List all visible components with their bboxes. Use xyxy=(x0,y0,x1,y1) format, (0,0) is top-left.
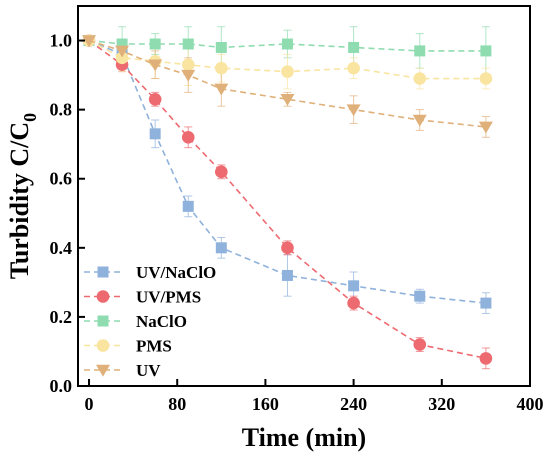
data-point xyxy=(149,38,161,50)
data-point xyxy=(215,165,228,179)
legend-marker xyxy=(96,364,110,377)
data-point xyxy=(414,290,426,302)
data-point xyxy=(116,38,128,50)
series-layer xyxy=(82,34,493,365)
data-point xyxy=(215,61,228,75)
x-tick-label: 400 xyxy=(517,394,544,414)
data-point xyxy=(215,41,227,53)
data-point xyxy=(480,45,492,57)
series-line xyxy=(88,39,486,80)
data-point xyxy=(478,121,493,134)
data-point xyxy=(281,269,293,281)
data-point xyxy=(347,61,360,75)
data-point xyxy=(82,35,97,48)
legend-marker xyxy=(96,290,110,303)
legend-marker xyxy=(97,315,109,327)
y-axis-title-main: Turbidity C/C xyxy=(5,122,34,279)
data-point xyxy=(115,51,129,65)
y-tick-label: 1.0 xyxy=(50,31,73,51)
series-uv xyxy=(82,35,493,134)
data-point xyxy=(182,38,194,50)
legend-marker xyxy=(96,339,110,352)
series-uv-pms xyxy=(82,34,493,365)
series-line xyxy=(88,39,487,360)
data-point xyxy=(480,297,492,309)
x-tick-label: 160 xyxy=(252,394,279,414)
legend: UV/NaClO UV/PMS NaClO PMS UV xyxy=(84,263,216,380)
x-axis-title: Time (min) xyxy=(242,423,366,452)
data-point xyxy=(181,58,195,72)
x-tick-label: 0 xyxy=(85,394,94,414)
data-point xyxy=(348,280,360,292)
data-point xyxy=(182,200,194,212)
x-tick-label: 80 xyxy=(168,394,186,414)
plot-frame xyxy=(77,5,531,387)
legend-item: PMS xyxy=(84,337,172,356)
legend-item: UV xyxy=(84,361,161,380)
legend-item: UV/NaClO xyxy=(84,263,216,282)
x-tick-label: 240 xyxy=(340,394,367,414)
x-tick-label: 320 xyxy=(428,394,455,414)
y-tick-label: 0.6 xyxy=(50,169,73,189)
data-point xyxy=(148,92,162,106)
data-point xyxy=(412,114,427,127)
data-point xyxy=(479,352,493,365)
legend-label: UV xyxy=(136,361,161,380)
data-point xyxy=(281,38,293,50)
data-point xyxy=(413,338,427,351)
data-point xyxy=(181,130,195,144)
legend-item: NaClO xyxy=(84,312,187,331)
legend-label: UV/NaClO xyxy=(136,263,216,282)
legend-item: UV/PMS xyxy=(84,288,201,307)
legend-marker xyxy=(97,266,109,278)
y-axis-title: Turbidity C/C0 xyxy=(5,113,40,279)
legend-label: NaClO xyxy=(136,312,187,331)
y-tick-label: 0.4 xyxy=(50,238,73,258)
data-point xyxy=(115,45,130,58)
data-point xyxy=(413,72,427,85)
y-axis-title-subscript: 0 xyxy=(20,113,40,122)
data-point xyxy=(414,45,426,57)
data-point xyxy=(280,94,295,106)
legend-label: UV/PMS xyxy=(136,288,201,307)
data-point xyxy=(479,72,493,85)
data-point xyxy=(346,104,361,117)
legend-label: PMS xyxy=(136,337,172,356)
data-point xyxy=(149,128,161,140)
y-tick-label: 0.2 xyxy=(50,307,73,327)
data-point xyxy=(348,41,360,53)
data-point xyxy=(281,241,294,255)
y-tick-label: 0.0 xyxy=(50,376,73,396)
data-point xyxy=(215,242,227,254)
tick-layer: 0 80 160 240 320 400 0.0 0.2 0.4 0.6 0.8 1.0 xyxy=(50,31,544,414)
data-point xyxy=(148,59,163,72)
data-point xyxy=(347,296,360,310)
y-tick-label: 0.8 xyxy=(50,100,73,120)
data-point xyxy=(181,69,196,82)
data-point xyxy=(281,65,294,78)
data-point xyxy=(214,83,229,96)
